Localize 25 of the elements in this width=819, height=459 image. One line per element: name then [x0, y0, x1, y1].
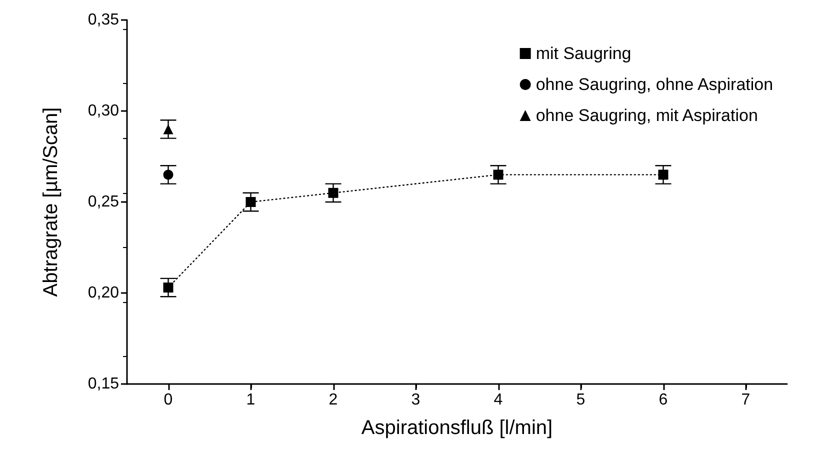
legend-label: ohne Saugring, mit Aspiration [536, 106, 758, 125]
x-tick-label: 6 [658, 392, 668, 408]
x-tick-label: 3 [411, 392, 420, 408]
legend-label: mit Saugring [536, 44, 632, 63]
y-tick-label: 0,25 [88, 194, 120, 210]
point [246, 197, 256, 207]
y-tick-label: 0,15 [88, 376, 120, 392]
legend-label: ohne Saugring, ohne Aspiration [536, 75, 774, 94]
y-tick-label: 0,35 [88, 12, 120, 28]
x-tick-label: 4 [494, 392, 503, 408]
x-tick-label: 0 [164, 392, 173, 408]
y-tick-label: 0,30 [88, 102, 120, 120]
point [163, 124, 174, 134]
x-tick-label: 2 [328, 392, 338, 408]
y-tick-label: 0,20 [88, 284, 120, 302]
point [328, 188, 338, 198]
x-tick-label: 7 [741, 392, 750, 408]
point [163, 170, 174, 180]
y-axis-title: Abtragrate [µm/Scan] [40, 107, 62, 297]
point [493, 170, 504, 180]
x-tick-label: 1 [246, 392, 256, 408]
point [658, 170, 668, 180]
x-tick-label: 5 [576, 392, 586, 408]
x-axis-title: Aspirationsfluß [l/min] [361, 417, 553, 439]
point [163, 282, 174, 293]
